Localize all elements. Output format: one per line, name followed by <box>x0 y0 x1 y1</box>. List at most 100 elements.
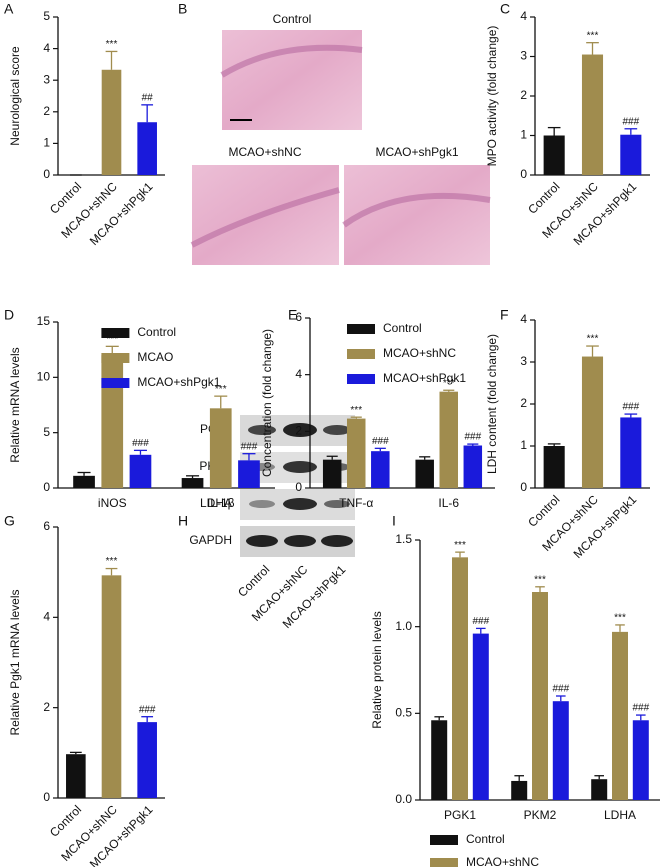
bar <box>371 451 390 488</box>
blot-band <box>324 500 350 508</box>
legend-label: Control <box>383 321 422 335</box>
bar <box>511 780 528 800</box>
legend-swatch <box>101 328 130 338</box>
bar <box>129 454 152 488</box>
bar <box>238 460 260 488</box>
significance-label: ### <box>552 684 569 695</box>
y-tick-label: 0.0 <box>395 792 412 806</box>
blot-band <box>283 423 317 437</box>
bar <box>181 478 204 488</box>
y-tick-label: 1 <box>520 438 527 452</box>
x-tick-label: PGK1 <box>444 808 476 822</box>
y-tick-label: 5 <box>43 425 50 439</box>
legend-label: Control <box>466 832 505 846</box>
significance-label: ### <box>241 441 258 452</box>
legend-swatch <box>347 374 375 384</box>
y-axis-label: Relative protein levels <box>370 611 384 728</box>
significance-label: ### <box>622 116 639 127</box>
x-tick-label: LDHA <box>604 808 636 822</box>
legend-swatch <box>101 378 130 388</box>
significance-label: ### <box>622 402 639 413</box>
bar <box>66 754 86 798</box>
y-tick-label: 5 <box>43 9 50 23</box>
bar <box>347 418 366 488</box>
y-tick-label: 6 <box>43 519 50 533</box>
bar <box>532 592 548 800</box>
y-tick-label: 3 <box>520 354 527 368</box>
x-tick-label: TNF-α <box>339 496 373 510</box>
legend-swatch <box>430 858 458 867</box>
bar <box>581 54 604 175</box>
y-tick-label: 0 <box>43 480 50 494</box>
x-tick-label: IL-6 <box>438 496 459 510</box>
bar <box>632 720 649 800</box>
blot-band <box>323 425 351 435</box>
significance-label: *** <box>106 334 118 345</box>
significance-label: ### <box>372 436 389 447</box>
panel-letter: E <box>288 307 297 323</box>
panel-letter: C <box>500 1 510 17</box>
bar <box>137 722 157 798</box>
blot-row-label: GAPDH <box>189 533 232 547</box>
x-tick-label: MCAO+shPgk1 <box>87 179 156 248</box>
y-tick-label: 0 <box>295 480 302 494</box>
legend-label: Control <box>137 325 176 339</box>
blot-row-label: LDHA <box>200 496 232 510</box>
bar <box>552 701 569 800</box>
significance-label: ### <box>464 432 481 443</box>
legend-swatch <box>347 324 375 334</box>
panel-letter: D <box>4 307 14 323</box>
bar <box>591 779 608 800</box>
bar <box>612 631 628 800</box>
panel-letter: I <box>392 513 396 529</box>
y-tick-label: 0 <box>520 480 527 494</box>
legend-label: MCAO <box>137 350 173 364</box>
x-tick-label: Control <box>525 179 562 216</box>
bar <box>463 445 483 488</box>
legend-swatch <box>101 353 130 363</box>
significance-label: *** <box>215 384 227 395</box>
legend-label: MCAO+shPgk1 <box>383 371 466 385</box>
bar <box>101 69 122 175</box>
blot-band <box>248 425 276 435</box>
tissue-band <box>220 44 363 78</box>
y-tick-label: 10 <box>37 370 51 384</box>
image-label: Control <box>273 12 312 26</box>
image-label: MCAO+shPgk1 <box>375 145 458 159</box>
y-tick-label: 2 <box>43 700 50 714</box>
significance-label: *** <box>454 540 466 551</box>
significance-label: *** <box>443 378 455 389</box>
bar <box>415 459 434 488</box>
blot-band <box>246 535 278 547</box>
y-axis-label: Relative Pgk1 mRNA levels <box>8 589 22 735</box>
y-tick-label: 1.0 <box>395 619 412 633</box>
y-tick-label: 15 <box>37 314 51 328</box>
legend-label: MCAO+shNC <box>466 855 539 867</box>
significance-label: *** <box>614 613 626 624</box>
significance-label: *** <box>587 30 599 41</box>
blot-band <box>283 498 317 510</box>
panel-letter: B <box>178 1 187 17</box>
y-tick-label: 4 <box>295 367 302 381</box>
bar <box>452 557 468 800</box>
y-tick-label: 6 <box>295 310 302 324</box>
blot-column-label: Control <box>235 562 272 599</box>
legend-swatch <box>430 835 458 845</box>
x-tick-label: IL-1β <box>207 496 235 510</box>
y-tick-label: 4 <box>520 9 527 23</box>
y-tick-label: 0.5 <box>395 706 412 720</box>
bar <box>101 355 124 488</box>
y-tick-label: 4 <box>520 312 527 326</box>
histology-image <box>344 165 490 265</box>
bar <box>472 633 489 800</box>
y-axis-label: LDH content (fold change) <box>485 334 499 474</box>
significance-label: *** <box>534 574 546 585</box>
y-tick-label: 1 <box>520 128 527 142</box>
y-tick-label: 2 <box>295 424 302 438</box>
significance-label: *** <box>106 556 118 567</box>
y-tick-label: 2 <box>43 104 50 118</box>
image-label: MCAO+shNC <box>228 145 301 159</box>
y-tick-label: 0 <box>43 790 50 804</box>
blot-band <box>321 535 353 547</box>
y-tick-label: 3 <box>520 49 527 63</box>
